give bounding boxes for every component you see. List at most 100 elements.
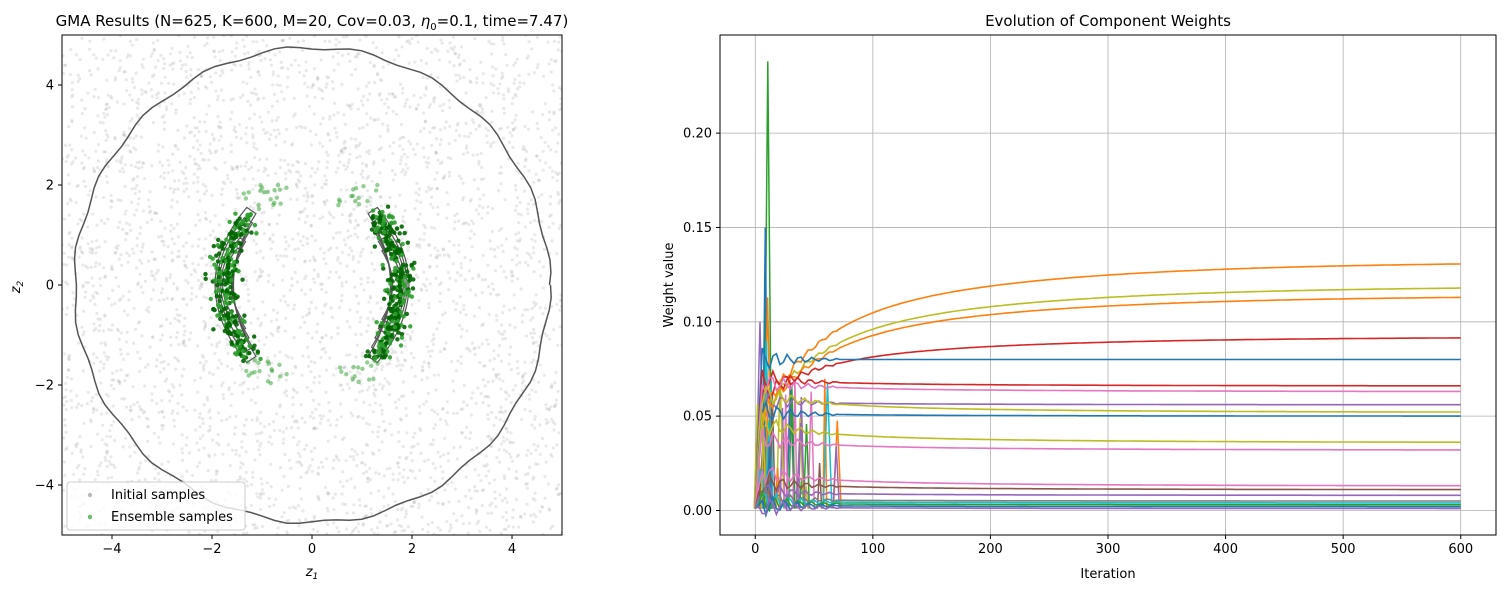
initial-sample-point xyxy=(253,155,257,160)
initial-sample-point xyxy=(485,394,489,399)
initial-sample-point xyxy=(413,152,417,157)
initial-sample-point xyxy=(533,233,537,237)
initial-sample-point xyxy=(435,170,439,175)
ensemble-sample-point xyxy=(394,226,400,231)
initial-sample-point xyxy=(307,466,311,470)
initial-sample-point xyxy=(474,511,478,515)
initial-sample-point xyxy=(535,65,539,70)
initial-sample-point xyxy=(507,394,511,398)
initial-sample-point xyxy=(260,211,264,215)
initial-sample-point xyxy=(210,343,214,347)
initial-sample-point xyxy=(448,106,452,110)
initial-sample-point xyxy=(210,479,214,483)
initial-sample-point xyxy=(432,336,436,341)
initial-sample-point xyxy=(214,89,218,93)
ensemble-sample-point xyxy=(254,231,259,236)
initial-sample-point xyxy=(201,158,205,162)
outer-contour xyxy=(73,46,552,525)
initial-sample-point xyxy=(477,473,481,477)
initial-sample-point xyxy=(525,502,529,506)
initial-sample-point xyxy=(324,150,329,154)
initial-sample-point xyxy=(135,400,140,405)
initial-sample-point xyxy=(303,259,307,263)
initial-sample-point xyxy=(269,319,273,323)
initial-sample-point xyxy=(296,426,300,430)
ensemble-sample-point xyxy=(394,258,399,264)
initial-sample-point xyxy=(357,52,361,56)
ensemble-samples-layer xyxy=(203,182,417,386)
initial-sample-point xyxy=(546,420,550,424)
initial-sample-point xyxy=(80,98,84,102)
initial-sample-point xyxy=(459,262,463,266)
initial-sample-point xyxy=(152,431,156,435)
initial-sample-point xyxy=(398,162,403,166)
initial-sample-point xyxy=(120,166,124,171)
initial-sample-point xyxy=(159,291,164,295)
initial-sample-point xyxy=(172,179,177,183)
ensemble-sample-point xyxy=(369,363,374,368)
initial-sample-point xyxy=(451,262,456,266)
initial-sample-point xyxy=(74,53,79,57)
initial-sample-point xyxy=(367,149,371,153)
initial-sample-point xyxy=(275,99,279,103)
initial-sample-point xyxy=(377,425,381,429)
initial-sample-point xyxy=(213,214,217,218)
initial-sample-point xyxy=(486,417,491,421)
initial-sample-point xyxy=(400,155,404,159)
initial-sample-point xyxy=(209,260,213,264)
initial-sample-point xyxy=(105,113,110,117)
ensemble-sample-point xyxy=(256,206,262,212)
initial-sample-point xyxy=(518,81,522,85)
initial-sample-point xyxy=(281,66,285,70)
initial-sample-point xyxy=(415,181,419,185)
initial-sample-point xyxy=(247,292,251,297)
ensemble-sample-point xyxy=(385,204,391,209)
initial-sample-point xyxy=(135,160,139,165)
initial-sample-point xyxy=(304,443,309,447)
initial-sample-point xyxy=(229,403,233,408)
initial-sample-point xyxy=(477,162,481,166)
initial-sample-point xyxy=(232,128,236,132)
initial-sample-point xyxy=(146,362,150,367)
initial-sample-point xyxy=(170,411,174,416)
initial-sample-point xyxy=(338,480,342,484)
initial-sample-point xyxy=(359,99,364,103)
initial-sample-point xyxy=(75,465,79,470)
initial-sample-point xyxy=(197,448,201,452)
initial-sample-point xyxy=(519,417,524,421)
initial-sample-point xyxy=(175,287,179,292)
initial-sample-point xyxy=(298,210,302,214)
initial-sample-point xyxy=(232,432,237,436)
initial-sample-point xyxy=(251,207,256,211)
initial-sample-point xyxy=(303,207,307,211)
initial-sample-point xyxy=(198,284,202,288)
initial-sample-point xyxy=(433,423,438,427)
initial-sample-point xyxy=(105,434,109,439)
initial-sample-point xyxy=(320,97,325,101)
initial-sample-point xyxy=(215,98,220,102)
initial-sample-point xyxy=(180,393,184,397)
initial-sample-point xyxy=(463,255,467,259)
initial-sample-point xyxy=(329,336,334,340)
initial-sample-point xyxy=(93,302,97,306)
ensemble-sample-point xyxy=(400,262,406,268)
initial-sample-point xyxy=(525,486,530,490)
initial-sample-point xyxy=(469,219,474,223)
initial-sample-point xyxy=(128,149,132,153)
initial-sample-point xyxy=(523,512,527,516)
initial-sample-point xyxy=(127,289,131,294)
initial-sample-point xyxy=(124,231,128,235)
initial-sample-point xyxy=(364,164,368,169)
initial-sample-point xyxy=(155,92,159,97)
initial-sample-point xyxy=(374,46,379,50)
initial-sample-point xyxy=(313,259,317,263)
initial-sample-point xyxy=(421,282,426,286)
initial-sample-point xyxy=(365,189,370,193)
initial-sample-point xyxy=(360,169,365,173)
ensemble-sample-point xyxy=(401,314,406,319)
initial-sample-point xyxy=(101,57,105,61)
ensemble-sample-point xyxy=(265,189,270,195)
initial-sample-point xyxy=(469,396,474,400)
initial-sample-point xyxy=(317,466,321,470)
initial-sample-point xyxy=(319,122,323,126)
